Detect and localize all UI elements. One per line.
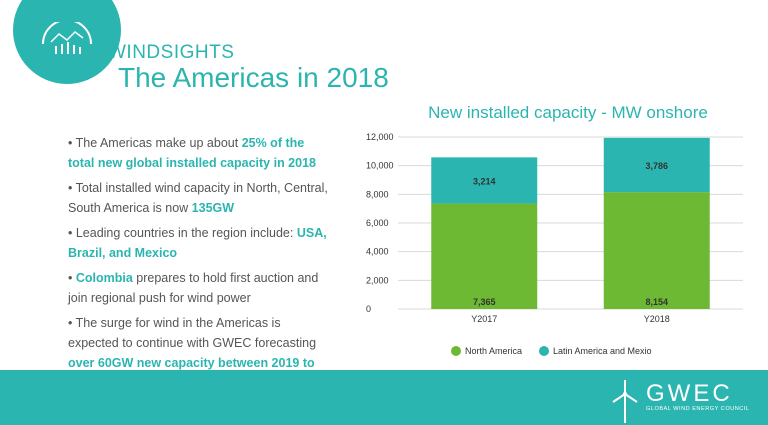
bullet-item: • Colombia prepares to hold first auctio… — [68, 268, 330, 308]
x-tick-label: Y2018 — [644, 314, 670, 324]
data-label: 3,214 — [473, 176, 496, 186]
legend-swatch — [539, 346, 549, 356]
y-tick-label: 0 — [366, 304, 371, 314]
chart-title: New installed capacity - MW onshore — [428, 103, 708, 122]
bullet-text: • The surge for wind in the Americas is … — [68, 316, 317, 350]
bullet-text: • The Americas make up about — [68, 136, 242, 150]
wind-turbine-icon — [612, 380, 638, 423]
bullet-text: • — [68, 271, 76, 285]
gwec-logo-text: GWEC — [646, 380, 733, 407]
wind-gauge-icon — [42, 22, 92, 54]
bullet-item: • Leading countries in the region includ… — [68, 223, 330, 263]
gwec-logo-subtitle: GLOBAL WIND ENERGY COUNCIL — [646, 406, 750, 412]
y-tick-label: 10,000 — [366, 161, 394, 171]
bullet-highlight: 25% of the total new global installed ca… — [68, 136, 316, 170]
y-tick-label: 4,000 — [366, 247, 389, 257]
bar-segment — [431, 157, 538, 204]
bullet-text: prepares to hold first auction and join … — [68, 271, 319, 305]
legend-label: Latin America and Mexio — [553, 346, 652, 356]
data-label: 7,365 — [473, 297, 496, 307]
bullet-highlight: 135GW — [191, 201, 235, 215]
data-label: 3,786 — [645, 161, 668, 171]
legend-label: North America — [465, 346, 522, 356]
bar-segment — [431, 203, 538, 309]
stacked-bar-chart: 0 2,000 4,000 6,000 8,000 10,000 12,000 7,365 3,… — [366, 132, 743, 356]
bullet-item: • The surge for wind in the Americas is … — [68, 313, 330, 393]
y-tick-label: 12,000 — [366, 132, 394, 142]
bar-segment — [603, 192, 710, 309]
data-label: 8,154 — [645, 297, 668, 307]
legend-swatch — [451, 346, 461, 356]
brand-label: WINDSIGHTS — [108, 42, 235, 63]
bullet-highlight: Colombia — [75, 271, 133, 285]
y-tick-label: 8,000 — [366, 189, 389, 199]
windsights-logo — [13, 0, 121, 84]
footer-bar — [0, 370, 768, 425]
y-tick-label: 2,000 — [366, 275, 389, 285]
bullet-item: • The Americas make up about 25% of the … — [68, 133, 330, 173]
x-tick-label: Y2017 — [471, 314, 497, 324]
bar-segment — [603, 137, 710, 193]
bullet-list: • The Americas make up about 25% of the … — [68, 133, 330, 398]
bullet-item: • Total installed wind capacity in North… — [68, 178, 330, 218]
bullet-highlight: USA, Brazil, and Mexico — [68, 226, 327, 260]
bullet-text: • Total installed wind capacity in North… — [68, 181, 328, 215]
y-tick-label: 6,000 — [366, 218, 389, 228]
page-title: The Americas in 2018 — [118, 62, 389, 93]
bullet-text: • Leading countries in the region includ… — [68, 226, 297, 240]
